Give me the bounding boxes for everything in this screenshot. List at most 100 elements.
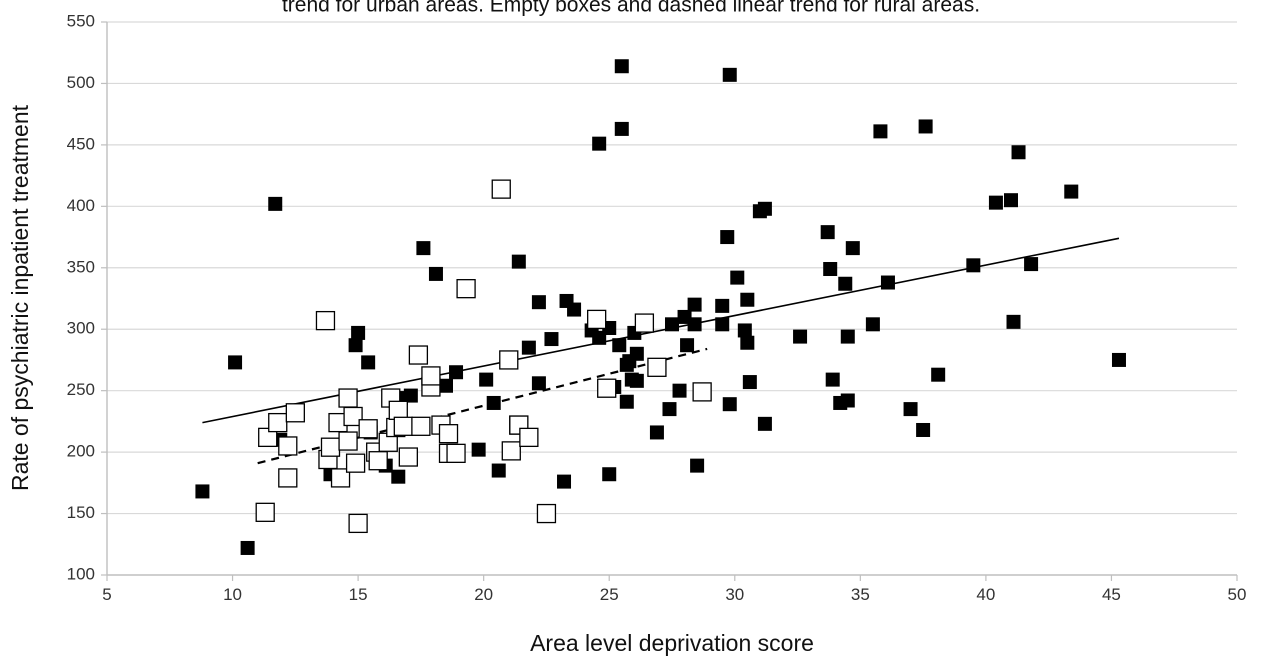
urban-data-point — [592, 136, 607, 151]
urban-data-point — [268, 196, 283, 211]
rural-data-point — [491, 179, 511, 199]
urban-data-point — [511, 254, 526, 269]
urban-data-point — [1064, 184, 1079, 199]
urban-data-point — [730, 270, 745, 285]
chart-title: trend for urban areas. Empty boxes and d… — [282, 0, 980, 17]
urban-data-point — [825, 372, 840, 387]
rural-data-point — [519, 427, 539, 448]
rural-data-point — [278, 468, 298, 488]
rural-data-point — [421, 366, 441, 386]
y-tick-label: 500 — [67, 73, 95, 92]
urban-data-point — [757, 416, 772, 431]
y-tick-label: 300 — [67, 319, 95, 338]
urban-data-point — [665, 317, 679, 332]
rural-data-point — [368, 451, 388, 471]
urban-data-point — [1006, 314, 1021, 329]
rural-data-point — [268, 412, 288, 433]
rural-data-point — [587, 309, 607, 330]
urban-data-point — [737, 323, 752, 338]
urban-data-point — [614, 121, 629, 136]
urban-data-point — [838, 276, 853, 291]
rural-data-point — [285, 403, 305, 423]
urban-data-point — [348, 338, 363, 353]
rural-data-point — [438, 424, 459, 444]
urban-data-point — [486, 395, 501, 410]
urban-data-point — [690, 458, 705, 473]
urban-data-point — [823, 262, 838, 277]
rural-data-point — [446, 443, 466, 463]
y-axis-title: Rate of psychiatric inpatient treatment — [7, 104, 33, 491]
urban-data-point — [903, 402, 918, 417]
urban-data-point — [715, 298, 730, 313]
urban-data-point — [931, 367, 946, 382]
x-tick-label: 50 — [1228, 585, 1247, 604]
urban-data-point — [880, 275, 895, 290]
x-tick-label: 20 — [474, 585, 493, 604]
rural-data-point — [398, 447, 418, 467]
x-axis-tick-labels: 5 10 15 20 25 30 35 40 45 50 — [102, 585, 1246, 604]
x-tick-label: 15 — [349, 585, 368, 604]
rural-data-point — [692, 382, 712, 402]
urban-data-point — [845, 241, 860, 256]
urban-data-point — [531, 295, 546, 310]
urban-data-point — [820, 225, 835, 240]
urban-data-point — [918, 119, 933, 134]
urban-data-point — [428, 266, 443, 281]
urban-data-point — [531, 376, 546, 391]
rural-data-point — [343, 406, 363, 427]
rural-data-point — [499, 350, 519, 370]
urban-data-point — [449, 365, 464, 380]
urban-data-point — [544, 332, 559, 347]
urban-data-point — [1011, 145, 1026, 160]
y-tick-label: 400 — [67, 196, 95, 215]
rural-data-point — [315, 310, 336, 331]
rural-data-point — [501, 441, 521, 461]
data-markers — [195, 59, 1126, 555]
urban-data-point — [351, 325, 366, 340]
urban-data-point — [715, 317, 730, 332]
urban-data-point — [612, 338, 627, 353]
urban-data-point — [916, 422, 931, 437]
urban-data-point — [687, 317, 702, 332]
urban-data-point — [391, 469, 406, 484]
urban-data-point — [793, 329, 808, 344]
urban-data-point — [742, 375, 757, 390]
urban-data-point — [966, 258, 981, 273]
urban-data-point — [361, 355, 376, 370]
rural-data-point — [255, 502, 275, 522]
x-tick-label: 25 — [600, 585, 619, 604]
urban-data-point — [988, 195, 1003, 210]
urban-data-point — [680, 338, 695, 353]
rural-data-point — [597, 378, 617, 398]
urban-data-point — [439, 378, 453, 393]
urban-data-point — [840, 329, 855, 344]
x-tick-label: 10 — [223, 585, 242, 604]
rural-data-point — [647, 357, 667, 377]
urban-data-point — [672, 383, 687, 398]
urban-data-point — [865, 317, 880, 332]
urban-data-point — [757, 201, 772, 216]
urban-data-point — [403, 388, 418, 403]
rural-data-point — [536, 503, 557, 524]
urban-data-point — [521, 340, 536, 355]
rural-data-point — [345, 453, 366, 473]
y-tick-label: 350 — [67, 257, 95, 276]
y-tick-label: 100 — [67, 564, 95, 583]
rural-data-point — [408, 345, 429, 365]
urban-data-point — [722, 67, 737, 82]
x-tick-label: 30 — [725, 585, 744, 604]
urban-data-point — [629, 373, 644, 388]
urban-data-point — [722, 397, 737, 412]
x-tick-label: 35 — [851, 585, 870, 604]
urban-data-point — [619, 394, 634, 409]
urban-data-point — [740, 292, 755, 307]
urban-data-point — [649, 425, 664, 440]
rural-data-point — [358, 419, 378, 439]
y-tick-label: 450 — [67, 134, 95, 153]
urban-data-point — [416, 241, 431, 256]
urban-data-point — [557, 474, 572, 489]
urban-data-point — [1111, 352, 1126, 367]
urban-data-point — [840, 393, 855, 408]
urban-data-point — [614, 59, 629, 74]
rural-data-point — [338, 388, 358, 408]
